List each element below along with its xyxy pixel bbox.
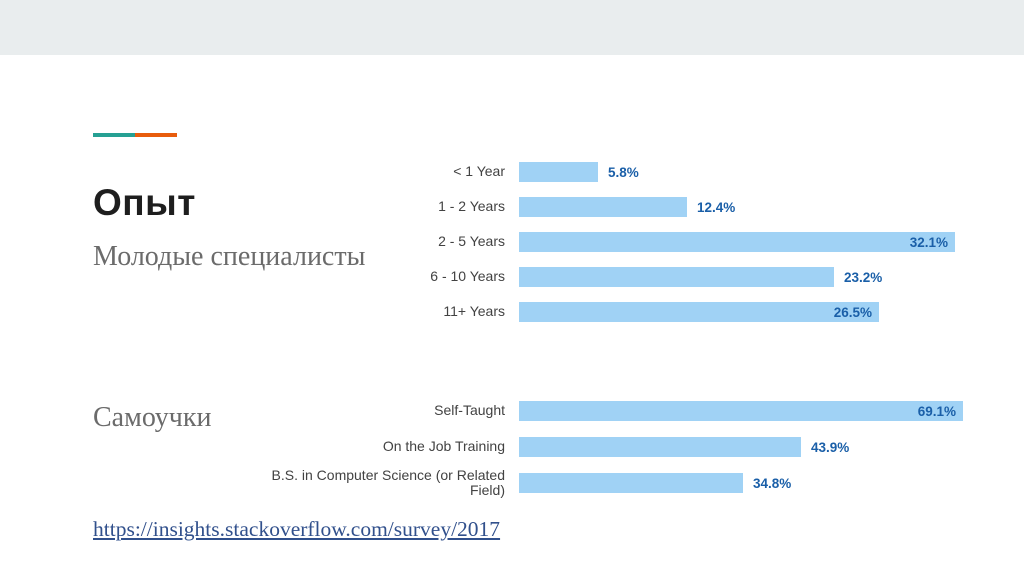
bar-zone: 12.4% [519, 197, 735, 217]
category-label-text: 2 - 5 Years [438, 233, 505, 250]
bar: 26.5% [519, 302, 879, 322]
section-label-young-specialists: Молодые специалисты [93, 241, 366, 272]
bar-zone: 43.9% [519, 437, 849, 457]
top-band [0, 0, 1024, 55]
bar [519, 162, 598, 182]
bar [519, 197, 687, 217]
category-label: < 1 Year [0, 163, 505, 180]
category-label-text: < 1 Year [453, 163, 505, 180]
value-label: 5.8% [608, 164, 639, 180]
source-link[interactable]: https://insights.stackoverflow.com/surve… [93, 517, 501, 541]
value-label: 69.1% [917, 403, 956, 419]
chart-row: < 1 Year 5.8% [0, 162, 1024, 182]
accent-dashes [93, 133, 177, 137]
chart-row: 6 - 10 Years 23.2% [0, 267, 1024, 287]
category-label: Self-Taught [0, 402, 505, 419]
slide-title: Опыт [93, 181, 196, 223]
value-label: 43.9% [811, 439, 850, 455]
chart-row: 2 - 5 Years 32.1% [0, 232, 1024, 252]
category-label: B.S. in Computer Science (or Related Fie… [0, 466, 505, 499]
category-label: 11+ Years [0, 303, 505, 320]
chart-row: 11+ Years 26.5% [0, 302, 1024, 322]
category-label: 2 - 5 Years [0, 233, 505, 250]
category-label-text: 6 - 10 Years [430, 268, 505, 285]
bar [519, 473, 743, 493]
chart-row: On the Job Training 43.9% [0, 437, 1024, 457]
bar [519, 437, 801, 457]
bar-zone: 26.5% [519, 302, 879, 322]
bar-zone: 32.1% [519, 232, 955, 252]
bar-zone: 69.1% [519, 401, 963, 421]
bar: 69.1% [519, 401, 963, 421]
category-label-text: 11+ Years [443, 303, 505, 320]
bar: 32.1% [519, 232, 955, 252]
value-label: 34.8% [753, 475, 792, 491]
bar-zone: 34.8% [519, 473, 791, 493]
chart-row: B.S. in Computer Science (or Related Fie… [0, 467, 1024, 498]
section-label-self-taught: Самоучки [93, 402, 212, 433]
value-label: 32.1% [909, 234, 948, 250]
education-bar-chart: Self-Taught 69.1% On the Job Training 43.9%… [0, 401, 1024, 509]
category-label-text: B.S. in Computer Science (or Related Fie… [271, 466, 505, 498]
chart-row: Self-Taught 69.1% [0, 401, 1024, 421]
value-label: 26.5% [833, 304, 872, 320]
accent-dash-orange [135, 133, 177, 137]
category-label: On the Job Training [0, 438, 505, 455]
accent-dash-teal [93, 133, 135, 137]
bar-zone: 23.2% [519, 267, 882, 287]
value-label: 12.4% [697, 199, 736, 215]
category-label: 6 - 10 Years [0, 268, 505, 285]
category-label-text: On the Job Training [382, 438, 505, 455]
category-label-text: Self-Taught [434, 402, 505, 419]
experience-bar-chart: < 1 Year 5.8% 1 - 2 Years 12.4% 2 - 5 Years 3… [0, 162, 1024, 337]
bar-zone: 5.8% [519, 162, 639, 182]
category-label: 1 - 2 Years [0, 198, 505, 215]
bar [519, 267, 834, 287]
value-label: 23.2% [844, 269, 883, 285]
chart-row: 1 - 2 Years 12.4% [0, 197, 1024, 217]
category-label-text: 1 - 2 Years [438, 198, 505, 215]
